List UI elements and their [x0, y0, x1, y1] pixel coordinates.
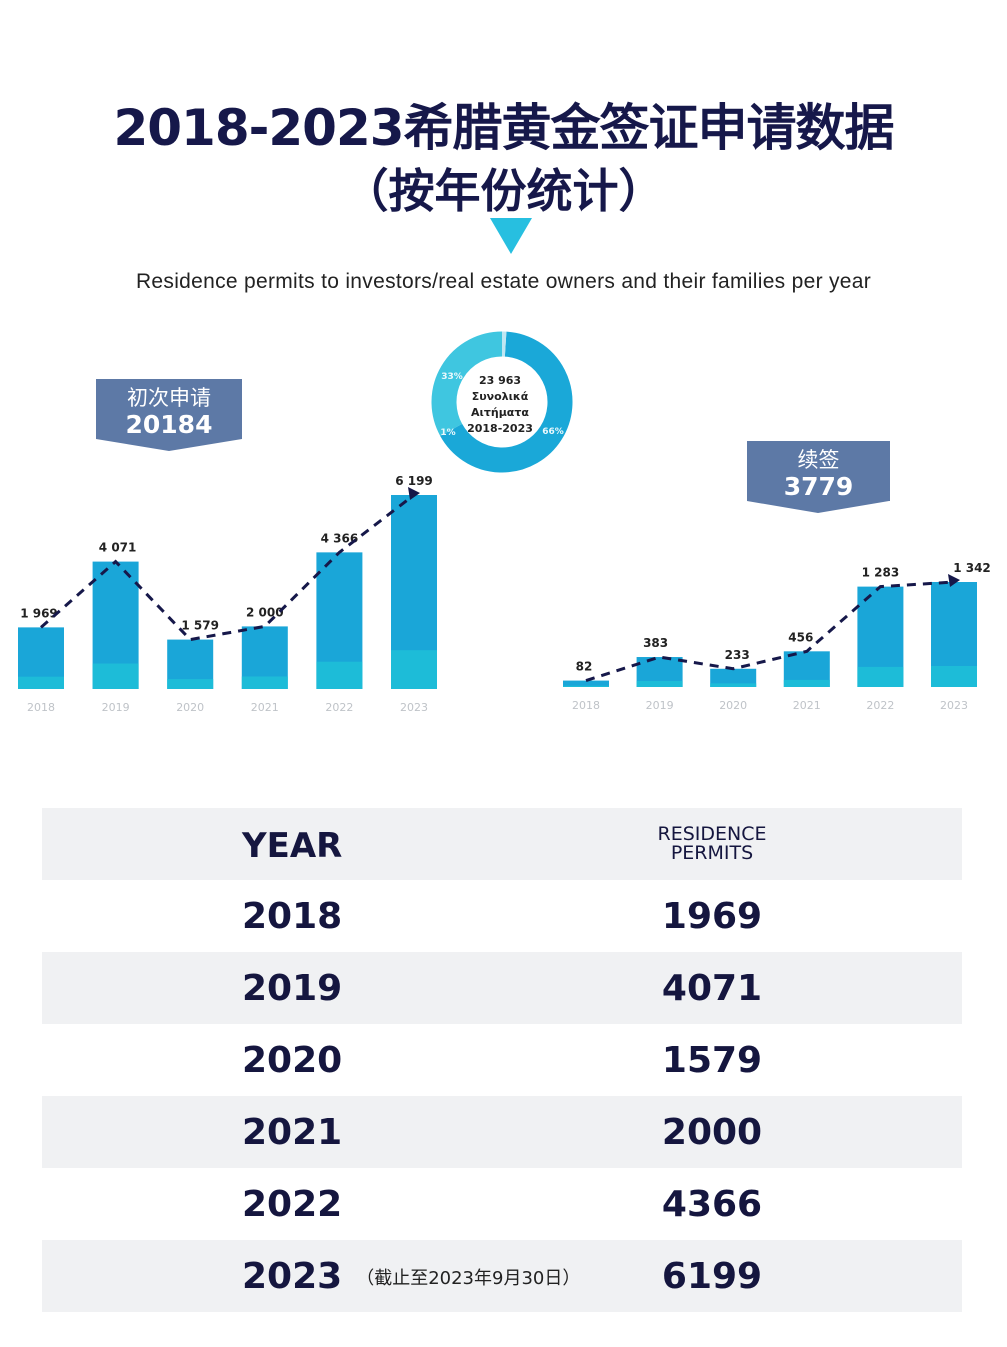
table-row: 2023 （截止至2023年9月30日） 6199 — [42, 1240, 962, 1312]
page-title: 2018-2023希腊黄金签证申请数据 — [113, 99, 894, 157]
initial-tick-label: 2020 — [176, 701, 204, 714]
renewal-bar-base — [710, 683, 757, 687]
row-value: 4071 — [661, 968, 763, 1009]
donut-slice-label: 66% — [542, 427, 564, 437]
row-value: 6199 — [661, 1256, 763, 1297]
row-year: 2022 — [242, 1184, 343, 1225]
donut-center-text: 2018-2023 — [467, 422, 533, 435]
renewal-tick-label: 2022 — [866, 699, 894, 712]
donut-slice — [431, 331, 503, 436]
initial-data-label: 4 366 — [321, 531, 359, 545]
renewal-data-label: 82 — [576, 660, 593, 674]
initial-tick-label: 2021 — [251, 701, 279, 714]
initial-bar-base — [18, 676, 64, 689]
renewal-banner-value: 3779 — [783, 472, 854, 501]
renewal-bar-base — [857, 666, 904, 687]
page-subtitle-cn: （按年份统计） — [342, 164, 665, 218]
permits-table: YEAR RESIDENCE PERMITS 2018 1969 2019 40… — [42, 808, 962, 1312]
row-value: 4366 — [661, 1184, 763, 1225]
renewal-tick-label: 2018 — [572, 699, 600, 712]
renewal-data-label: 1 342 — [953, 561, 991, 575]
row-year: 2020 — [242, 1040, 343, 1081]
renewal-bar — [710, 668, 757, 687]
initial-tick-label: 2023 — [400, 701, 428, 714]
renewal-banner-label: 续签 — [797, 448, 840, 472]
initial-data-label: 1 579 — [181, 619, 219, 633]
renewal-trend-line — [585, 580, 955, 683]
row-value: 2000 — [661, 1112, 763, 1153]
table-row: 2020 1579 — [42, 1024, 962, 1096]
charts-canvas: 1 969 2018 4 071 2019 1 579 2020 2 000 2021 4 36… — [18, 331, 991, 714]
initial-data-label: 1 969 — [20, 606, 58, 620]
header-permits-line2: PERMITS — [670, 842, 754, 864]
renewal-banner: 续签 3779 — [747, 441, 890, 513]
initial-tick-label: 2018 — [27, 701, 55, 714]
row-year: 2019 — [242, 968, 343, 1009]
initial-banner-value: 20184 — [125, 410, 213, 439]
renewal-bar-base — [931, 666, 977, 687]
initial-bar-base — [241, 676, 288, 689]
row-year: 2018 — [242, 896, 343, 937]
initial-bar-base — [167, 679, 214, 689]
row-year: 2023 （截止至2023年9月30日） — [242, 1256, 581, 1297]
renewal-data-label: 383 — [643, 636, 668, 650]
renewal-data-label: 233 — [725, 648, 750, 662]
renewal-bar — [563, 680, 609, 687]
initial-banner-label: 初次申请 — [127, 386, 211, 410]
initial-bar-base — [391, 650, 437, 689]
donut-center-text: 23 963 — [479, 374, 521, 387]
initial-data-label: 4 071 — [99, 541, 137, 555]
initial-trend-arrow — [408, 487, 420, 500]
renewal-tick-label: 2021 — [793, 699, 821, 712]
row-year: 2021 — [242, 1112, 343, 1153]
initial-tick-label: 2022 — [325, 701, 353, 714]
row-value: 1969 — [661, 896, 763, 937]
renewal-data-label: 1 283 — [862, 566, 900, 580]
donut-slice-label: 1% — [440, 428, 455, 438]
donut-center-text: Αιτήματα — [471, 406, 529, 419]
table-row: 2018 1969 — [42, 880, 962, 952]
header-permits-line1: RESIDENCE — [657, 823, 767, 845]
table-row: 2022 4366 — [42, 1168, 962, 1240]
initial-applications-banner: 初次申请 20184 — [96, 379, 242, 451]
renewal-tick-label: 2019 — [646, 699, 674, 712]
table-header: YEAR RESIDENCE PERMITS — [42, 808, 962, 880]
donut-slice — [440, 331, 573, 473]
donut-center-text: Συνολικά — [472, 390, 529, 403]
row-value: 1579 — [661, 1040, 763, 1081]
initial-trend-line — [40, 493, 415, 642]
header-year: YEAR — [242, 826, 343, 866]
donut-slice-label: 33% — [441, 372, 463, 382]
table-row: 2019 4071 — [42, 952, 962, 1024]
renewal-bar-base — [783, 679, 830, 687]
row-note: （截止至2023年9月30日） — [356, 1268, 581, 1289]
header-permits: RESIDENCE PERMITS — [602, 825, 822, 863]
chart-subtitle: Residence permits to investors/real esta… — [135, 270, 872, 293]
renewal-trend-arrow — [948, 574, 960, 587]
renewal-tick-label: 2023 — [940, 699, 968, 712]
renewal-data-label: 456 — [788, 630, 813, 644]
down-triangle-icon — [490, 218, 532, 254]
initial-data-label: 2 000 — [246, 605, 284, 619]
initial-bar-base — [316, 661, 363, 689]
renewal-tick-label: 2020 — [719, 699, 747, 712]
renewal-bar-base — [563, 685, 609, 687]
renewal-bar-base — [636, 681, 683, 687]
table-row: 2021 2000 — [42, 1096, 962, 1168]
initial-bar-base — [92, 663, 139, 689]
initial-data-label: 6 199 — [395, 474, 433, 488]
initial-tick-label: 2019 — [102, 701, 130, 714]
